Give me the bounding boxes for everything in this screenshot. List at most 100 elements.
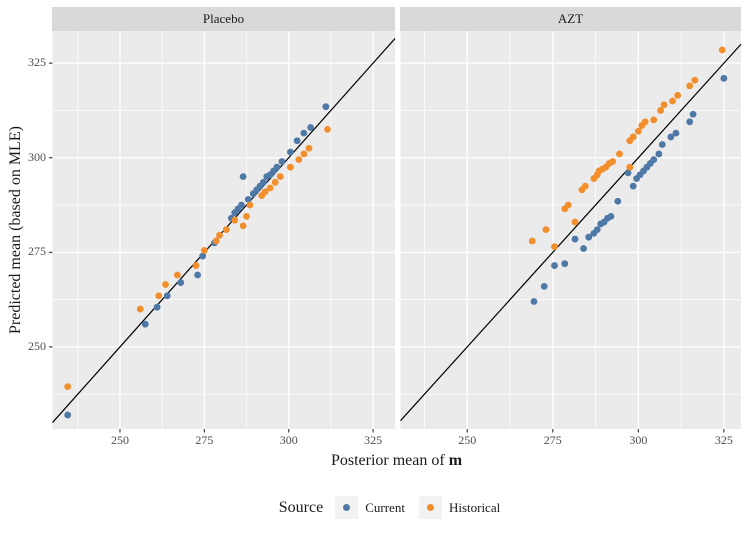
data-point-current — [153, 303, 161, 311]
x-tick-label: 325 — [364, 433, 383, 447]
data-point-current — [177, 279, 185, 286]
data-point-current — [551, 262, 558, 269]
data-point-current — [540, 282, 548, 290]
data-point-historical — [162, 281, 169, 288]
facet-strip-azt: AZT — [400, 7, 741, 31]
legend-label-historical: Historical — [448, 499, 501, 515]
data-point-historical — [581, 182, 589, 190]
legend: Source Current Historical — [52, 494, 741, 521]
y-tick-label: 275 — [28, 244, 46, 259]
data-point-historical — [261, 188, 269, 196]
x-tick-label: 250 — [458, 433, 477, 447]
data-point-historical — [686, 82, 694, 90]
data-point-historical — [216, 231, 223, 239]
data-point-historical — [669, 97, 676, 105]
data-point-historical — [571, 218, 579, 226]
data-point-current — [322, 103, 330, 111]
data-point-current — [278, 158, 286, 165]
data-point-historical — [626, 163, 634, 171]
data-point-historical — [64, 383, 72, 391]
y-tick-label: 250 — [28, 339, 46, 354]
facet-strip-placebo: Placebo — [52, 7, 395, 31]
data-point-current — [571, 235, 579, 243]
facet-strip-label: Placebo — [202, 11, 245, 26]
data-point-current — [259, 178, 267, 186]
data-point-historical — [173, 271, 181, 279]
data-point-historical — [200, 247, 208, 254]
data-point-current — [238, 201, 245, 209]
data-point-historical — [266, 184, 274, 192]
legend-label-current: Current — [365, 499, 405, 515]
data-point-current — [199, 252, 207, 260]
x-axis-title-text: Posterior mean of — [330, 452, 449, 469]
data-point-historical — [231, 216, 239, 224]
panel-background — [400, 31, 741, 429]
data-point-current — [720, 74, 728, 82]
data-point-current — [293, 137, 301, 145]
y-tick-label: 325 — [28, 55, 46, 70]
data-point-historical — [239, 222, 247, 230]
data-point-historical — [192, 262, 200, 269]
data-point-current — [686, 118, 694, 126]
data-point-current — [658, 141, 666, 148]
legend-item-historical: Historical — [418, 496, 501, 519]
data-point-historical — [271, 178, 279, 186]
data-point-historical — [136, 305, 144, 313]
legend-key-current — [335, 496, 359, 519]
data-point-historical — [564, 201, 572, 209]
data-point-current — [689, 110, 697, 118]
x-tick-label: 250 — [110, 433, 129, 447]
legend-key-historical — [418, 496, 442, 519]
data-point-current — [194, 271, 201, 279]
data-point-historical — [641, 118, 649, 126]
data-point-historical — [650, 116, 658, 124]
legend-title: Source — [278, 498, 324, 516]
data-point-historical — [246, 201, 254, 209]
x-tick-label: 300 — [279, 433, 298, 447]
data-point-current — [624, 169, 632, 177]
data-point-current — [655, 150, 663, 158]
data-point-historical — [212, 237, 220, 245]
data-point-historical — [324, 125, 331, 133]
data-point-current — [585, 233, 593, 241]
data-point-historical — [609, 158, 617, 165]
data-point-current — [607, 212, 615, 220]
historical-dot-icon — [426, 504, 434, 511]
y-tick-label: 300 — [28, 149, 46, 164]
data-point-historical — [674, 91, 682, 99]
data-point-current — [141, 320, 149, 328]
data-point-historical — [300, 150, 308, 158]
data-point-historical — [286, 163, 294, 171]
data-point-historical — [657, 107, 664, 114]
x-tick-label: 325 — [714, 433, 733, 447]
data-point-historical — [243, 212, 250, 220]
y-axis-title: Predicted mean (based on MLE) — [7, 126, 24, 334]
data-point-current — [593, 226, 601, 234]
data-point-current — [672, 129, 680, 137]
data-point-current — [244, 195, 252, 203]
data-point-current — [273, 163, 281, 171]
identity-line — [400, 43, 742, 422]
facet-strip-label: AZT — [557, 11, 584, 26]
legend-item-current: Current — [335, 496, 405, 519]
data-point-current — [561, 260, 569, 268]
x-axis-title: Posterior mean of m — [52, 452, 741, 470]
x-tick-label: 300 — [629, 433, 648, 447]
data-point-current — [163, 292, 171, 300]
data-point-historical — [276, 173, 284, 181]
data-point-historical — [616, 150, 623, 158]
data-point-current — [307, 124, 315, 131]
data-point-historical — [222, 226, 230, 234]
data-point-historical — [691, 76, 699, 84]
data-point-current — [300, 129, 308, 137]
data-point-current — [650, 156, 658, 164]
data-point-current — [580, 245, 587, 252]
x-tick-label: 275 — [543, 433, 562, 447]
data-point-historical — [629, 133, 637, 141]
data-point-historical — [295, 156, 303, 164]
data-point-current — [64, 411, 72, 419]
data-point-historical — [528, 237, 536, 245]
data-point-historical — [551, 243, 558, 251]
